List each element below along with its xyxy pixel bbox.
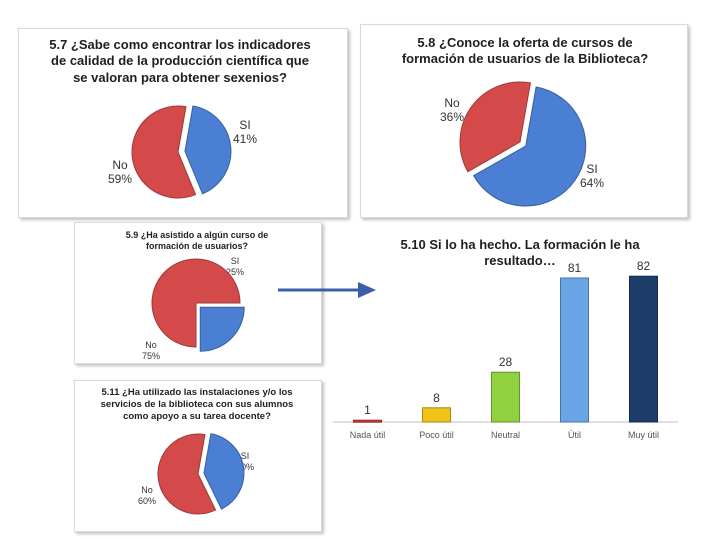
data-label: 8 <box>433 391 440 405</box>
chart-title-5-7: 5.7 ¿Sabe como encontrar los indicadores… <box>30 37 330 86</box>
bar <box>560 277 589 423</box>
chart-title-5-8: 5.8 ¿Conoce la oferta de cursos de forma… <box>380 35 670 68</box>
bar <box>491 371 520 423</box>
bar <box>422 407 451 423</box>
slice-label-no: No 75% <box>136 340 166 362</box>
slice-name: SI <box>586 162 598 176</box>
pie-slice-si <box>203 433 245 510</box>
slice-name: No <box>141 485 153 495</box>
pie-slice-no <box>131 105 197 199</box>
slice-name: SI <box>239 118 251 132</box>
title-line: 5.10 Si lo ha hecho. La formación le ha <box>400 237 640 252</box>
data-label: 82 <box>637 259 651 273</box>
title-line: se valoran para obtener sexenios? <box>73 69 287 85</box>
slice-name: No <box>145 340 157 350</box>
slice-label-no: No 36% <box>432 96 472 125</box>
slice-pct: 64% <box>579 176 605 191</box>
title-line: servicios de la biblioteca con sus alumn… <box>100 398 294 410</box>
chart-title-5-9: 5.9 ¿Ha asistido a algún curso de formac… <box>86 230 308 253</box>
x-tick-label: Poco útil <box>419 430 454 440</box>
title-line: 5.7 ¿Sabe como encontrar los indicadores <box>49 37 311 52</box>
data-label: 81 <box>568 261 582 275</box>
chart-title-5-10: 5.10 Si lo ha hecho. La formación le ha … <box>385 237 655 270</box>
slice-pct: 25% <box>225 266 244 277</box>
slice-name: SI <box>230 256 240 266</box>
title-line: de calidad de la producción científica q… <box>51 53 309 69</box>
bar <box>353 419 382 423</box>
pie-slice-si <box>199 306 245 352</box>
pie-slice-si <box>472 86 587 207</box>
slice-name: No <box>112 158 128 172</box>
title-line: formación de usuarios? <box>145 241 249 252</box>
x-tick-label: Nada útil <box>350 430 386 440</box>
slice-name: No <box>444 96 460 110</box>
x-tick-label: Neutral <box>491 430 520 440</box>
slice-label-si: SI 41% <box>225 118 265 147</box>
title-line: 5.11 ¿Ha utilizado las instalaciones y/o… <box>101 387 293 398</box>
slice-label-no: No 60% <box>132 485 162 507</box>
slice-label-si: SI 25% <box>220 256 250 278</box>
title-line: resultado… <box>484 253 556 269</box>
slice-pct: 40% <box>235 461 254 472</box>
slice-label-si: SI 64% <box>572 162 612 191</box>
pie-slice-no <box>459 81 531 173</box>
title-line: formación de usuarios de la Biblioteca? <box>401 51 649 67</box>
x-tick-label: Útil <box>568 430 581 440</box>
slice-label-si: SI 40% <box>230 451 260 473</box>
data-label: 1 <box>364 403 371 417</box>
slice-pct: 75% <box>141 350 160 361</box>
title-line: 5.9 ¿Ha asistido a algún curso de <box>125 230 269 240</box>
arrow-right-icon <box>278 282 376 298</box>
slice-label-no: No 59% <box>100 158 140 187</box>
x-tick-label: Muy útil <box>628 430 659 440</box>
pie-slice-no <box>157 433 217 515</box>
title-line: como apoyo a su tarea docente? <box>123 410 271 422</box>
pie-slice-si <box>184 105 232 195</box>
slice-pct: 36% <box>439 110 465 125</box>
slice-pct: 59% <box>107 172 133 187</box>
slice-pct: 60% <box>137 495 156 506</box>
chart-title-5-11: 5.11 ¿Ha utilizado las instalaciones y/o… <box>84 387 310 423</box>
title-line: 5.8 ¿Conoce la oferta de cursos de <box>417 35 633 50</box>
slice-name: SI <box>240 451 250 461</box>
pie-slice-no <box>151 258 241 348</box>
slice-pct: 41% <box>232 132 258 147</box>
bar <box>629 275 658 423</box>
data-label: 28 <box>499 355 513 369</box>
